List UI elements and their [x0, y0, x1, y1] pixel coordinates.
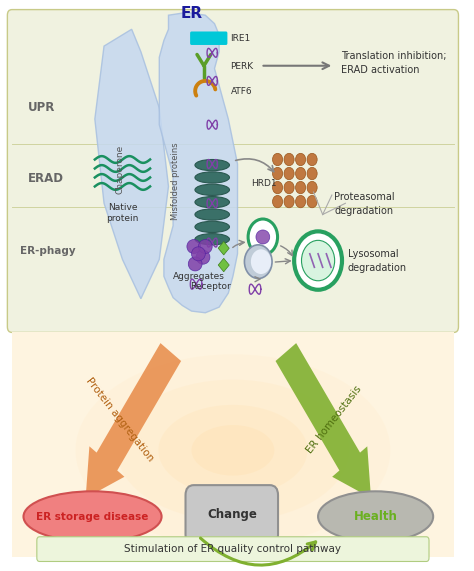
Text: Change: Change	[207, 508, 257, 521]
Ellipse shape	[75, 355, 391, 546]
Ellipse shape	[195, 172, 229, 183]
FancyBboxPatch shape	[185, 485, 278, 545]
Circle shape	[295, 167, 306, 180]
FancyBboxPatch shape	[8, 10, 458, 332]
Text: Protein aggregation: Protein aggregation	[84, 376, 156, 463]
FancyBboxPatch shape	[190, 31, 228, 45]
Text: PERK: PERK	[231, 62, 254, 71]
Text: ATF6: ATF6	[231, 86, 252, 95]
Bar	[12, 332, 454, 557]
Polygon shape	[218, 242, 229, 255]
Circle shape	[307, 195, 317, 208]
Ellipse shape	[158, 405, 308, 496]
Circle shape	[248, 219, 278, 255]
Circle shape	[307, 182, 317, 194]
Text: Misfolded proteins: Misfolded proteins	[171, 142, 180, 220]
Ellipse shape	[195, 184, 229, 195]
Circle shape	[245, 245, 272, 279]
Circle shape	[295, 195, 306, 208]
Ellipse shape	[195, 209, 229, 220]
Circle shape	[284, 182, 294, 194]
Circle shape	[307, 167, 317, 180]
Circle shape	[294, 231, 342, 289]
Text: Receptor: Receptor	[191, 282, 231, 291]
Ellipse shape	[191, 247, 205, 261]
Circle shape	[251, 250, 271, 274]
Circle shape	[307, 154, 317, 166]
FancyBboxPatch shape	[37, 537, 429, 561]
Ellipse shape	[195, 159, 229, 171]
Ellipse shape	[191, 425, 274, 476]
Ellipse shape	[195, 196, 229, 208]
Ellipse shape	[318, 491, 433, 542]
Text: Native
protein: Native protein	[106, 203, 138, 223]
Polygon shape	[95, 29, 168, 299]
Text: Translation inhibition;
ERAD activation: Translation inhibition; ERAD activation	[341, 51, 447, 75]
Text: IRE1: IRE1	[231, 34, 251, 43]
Polygon shape	[275, 343, 371, 498]
Ellipse shape	[187, 239, 201, 254]
Text: Lysosomal
degradation: Lysosomal degradation	[348, 248, 407, 272]
Circle shape	[295, 182, 306, 194]
Circle shape	[273, 154, 283, 166]
Ellipse shape	[195, 221, 229, 232]
Text: Proteasomal
degradation: Proteasomal degradation	[334, 192, 395, 216]
Polygon shape	[86, 343, 181, 498]
Text: ER-phagy: ER-phagy	[20, 246, 76, 256]
Polygon shape	[159, 13, 237, 313]
Ellipse shape	[188, 257, 202, 271]
Text: Chaperone: Chaperone	[116, 145, 125, 194]
Circle shape	[273, 182, 283, 194]
Text: Stimulation of ER quality control pathway: Stimulation of ER quality control pathwa…	[124, 544, 341, 554]
Text: ER storage disease: ER storage disease	[36, 512, 149, 521]
Text: Health: Health	[354, 510, 398, 523]
Text: ERAD: ERAD	[28, 171, 64, 184]
Ellipse shape	[195, 234, 229, 245]
Text: HRD1: HRD1	[251, 179, 277, 188]
Circle shape	[273, 195, 283, 208]
Circle shape	[301, 240, 335, 281]
Circle shape	[284, 167, 294, 180]
Circle shape	[273, 167, 283, 180]
Ellipse shape	[24, 491, 162, 542]
Text: UPR: UPR	[28, 101, 55, 114]
Ellipse shape	[199, 239, 212, 254]
Text: Aggregates: Aggregates	[173, 272, 224, 282]
Text: ER homeostasis: ER homeostasis	[305, 384, 364, 455]
Ellipse shape	[196, 250, 210, 264]
Circle shape	[295, 154, 306, 166]
Circle shape	[284, 195, 294, 208]
Polygon shape	[218, 258, 229, 272]
Circle shape	[284, 154, 294, 166]
Ellipse shape	[256, 230, 270, 244]
Ellipse shape	[117, 380, 349, 521]
Text: ER: ER	[181, 6, 202, 21]
